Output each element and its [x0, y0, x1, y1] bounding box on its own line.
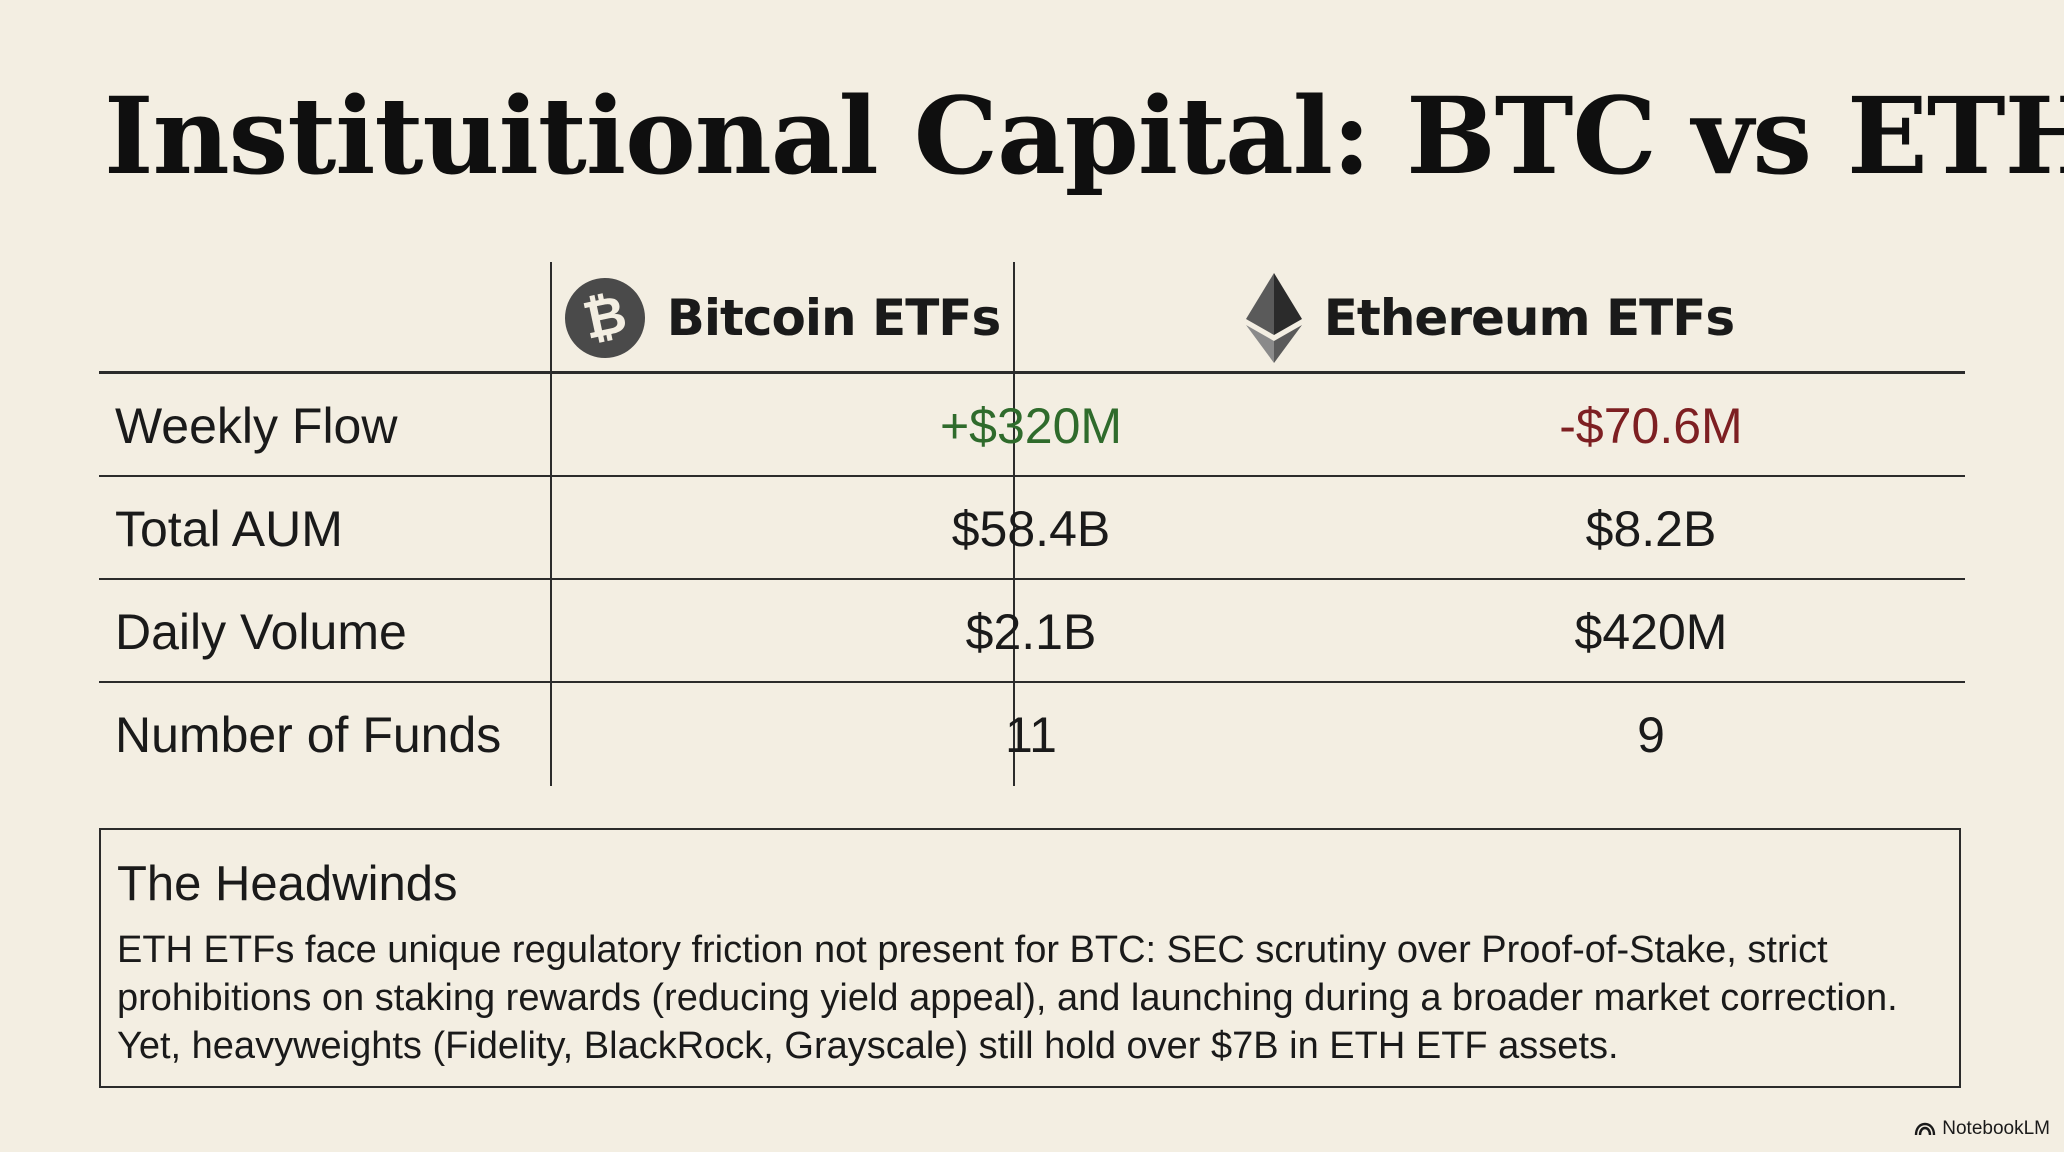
column-header-label: Bitcoin ETFs — [666, 288, 1001, 347]
eth-weekly-flow: -$70.6M — [1559, 397, 1743, 454]
row-label-total-aum: Total AUM — [115, 500, 343, 557]
table-row: Total AUM $58.4B $8.2B — [99, 477, 1965, 580]
column-header-label: Ethereum ETFs — [1323, 288, 1735, 347]
btc-total-aum: $58.4B — [951, 500, 1111, 557]
table-header-rule — [99, 371, 1965, 374]
headwinds-body: ETH ETFs face unique regulatory friction… — [117, 929, 1898, 1067]
eth-number-of-funds: 9 — [1637, 706, 1665, 763]
table-row: Number of Funds 11 9 — [99, 683, 1965, 786]
column-header-ethereum: Ethereum ETFs — [1015, 262, 1965, 373]
brand-label: NotebookLM — [1942, 1118, 2050, 1139]
headwinds-title: The Headwinds — [117, 857, 458, 911]
comparison-table: ₿ Bitcoin ETFs Ethereum ETFs Weekly Flow… — [99, 262, 1965, 786]
btc-daily-volume: $2.1B — [965, 603, 1097, 660]
notebooklm-icon — [1915, 1122, 1936, 1136]
table-row: Weekly Flow +$320M -$70.6M — [99, 374, 1965, 477]
eth-total-aum: $8.2B — [1585, 500, 1717, 557]
row-label-number-of-funds: Number of Funds — [115, 706, 502, 763]
row-label-weekly-flow: Weekly Flow — [115, 397, 398, 454]
table-divider-vertical — [550, 262, 552, 786]
table-divider-vertical — [1013, 262, 1015, 786]
btc-number-of-funds: 11 — [1005, 706, 1057, 763]
table-row-divider — [99, 578, 1965, 580]
notebooklm-brand: NotebookLM — [1914, 1118, 2050, 1140]
table-row: Daily Volume $2.1B $420M — [99, 580, 1965, 683]
eth-daily-volume: $420M — [1574, 603, 1728, 660]
bitcoin-icon: ₿ — [557, 270, 653, 365]
column-header-bitcoin: ₿ Bitcoin ETFs — [552, 262, 1013, 373]
btc-weekly-flow: +$320M — [939, 397, 1123, 454]
row-label-daily-volume: Daily Volume — [115, 603, 407, 660]
slide-title: Instituitional Capital: BTC vs ETH — [104, 73, 2064, 198]
table-row-divider — [99, 475, 1965, 477]
ethereum-icon — [1245, 272, 1302, 363]
table-row-divider — [99, 681, 1965, 683]
headwinds-callout: The Headwinds ETH ETFs face unique regul… — [99, 828, 1961, 1088]
